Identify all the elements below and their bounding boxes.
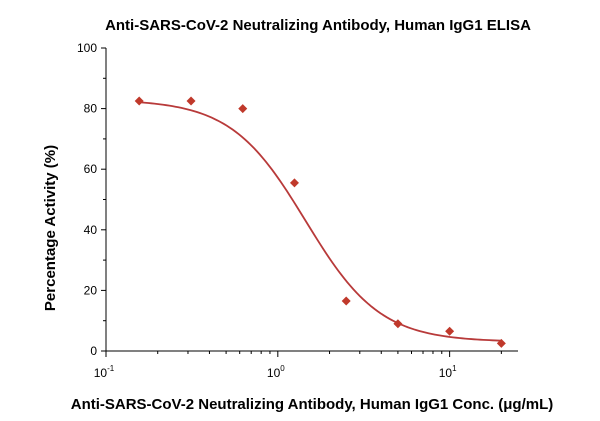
x-axis-ticks: 10-1 100 101 <box>94 351 502 380</box>
data-point <box>445 326 455 336</box>
data-points <box>134 96 506 348</box>
fit-curve <box>139 101 502 342</box>
chart-title: Anti-SARS-CoV-2 Neutralizing Antibody, H… <box>105 17 531 34</box>
y-tick-label: 20 <box>84 283 98 297</box>
y-axis-label: Percentage Activity (%) <box>42 145 59 311</box>
data-point <box>134 96 144 106</box>
data-point <box>496 338 506 348</box>
data-point <box>186 96 196 106</box>
y-tick-label: 80 <box>84 102 98 116</box>
x-tick-label: 101 <box>439 364 457 380</box>
y-tick-label: 40 <box>84 223 98 237</box>
y-tick-label: 60 <box>84 162 98 176</box>
data-point <box>393 319 403 329</box>
x-axis-label: Anti-SARS-CoV-2 Neutralizing Antibody, H… <box>71 396 554 413</box>
data-point <box>341 296 351 306</box>
data-point <box>289 178 299 188</box>
x-tick-label: 100 <box>267 364 285 380</box>
y-tick-label: 0 <box>90 344 97 358</box>
y-axis-ticks: 0 20 40 60 80 100 <box>77 41 106 358</box>
axes <box>105 48 518 352</box>
y-tick-label: 100 <box>77 41 97 55</box>
data-point <box>238 104 248 114</box>
x-tick-label: 10-1 <box>94 364 115 380</box>
